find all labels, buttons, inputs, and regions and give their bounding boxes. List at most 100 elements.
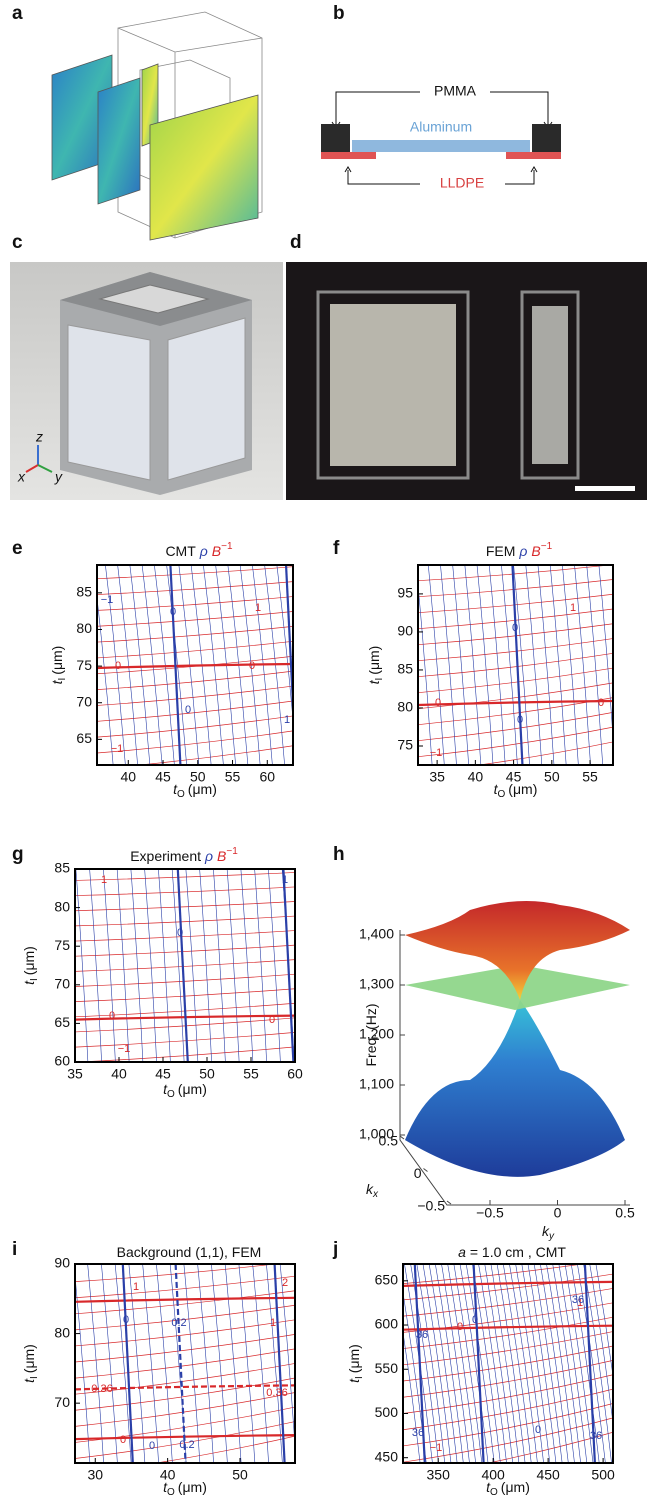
- panel-label: i: [12, 1239, 17, 1260]
- red-contour: [75, 1032, 295, 1047]
- panel-label: d: [290, 232, 302, 253]
- y-tick-label: 70: [76, 693, 92, 709]
- red-contour: [75, 902, 295, 911]
- panel-label: b: [333, 3, 345, 24]
- panel-label: e: [12, 538, 23, 559]
- kx-axis-label: kx: [366, 1181, 379, 1200]
- blue-contour: [268, 869, 280, 1062]
- y-tick-label: 95: [397, 585, 413, 601]
- blue-contour: [241, 869, 253, 1062]
- blue-contour: [156, 1264, 172, 1463]
- x-tick-label: 60: [259, 769, 275, 785]
- title-part: B: [531, 543, 540, 559]
- contour-lines: [93, 565, 297, 769]
- contour-label: 36: [572, 1294, 584, 1306]
- x-tick-label: 50: [544, 769, 560, 785]
- x-axis-unit: (μm): [178, 1479, 207, 1495]
- y-axis-label: tI(μm): [346, 1344, 365, 1383]
- contour-label: 1: [270, 1317, 276, 1329]
- x-tick-label: 40: [468, 769, 484, 785]
- contour-label: 0.36: [91, 1383, 112, 1395]
- blue-contour: [253, 1264, 269, 1463]
- contour-lines: [75, 869, 295, 1062]
- x-tick-label: 50: [199, 1066, 215, 1082]
- contour-label: 2: [282, 1277, 288, 1289]
- blue-contour: [547, 1264, 575, 1463]
- contour-label: 1: [570, 602, 576, 614]
- contour-label: 0.36: [266, 1387, 287, 1399]
- x-tick-label: 55: [243, 1066, 259, 1082]
- y-axis-unit: (μm): [366, 646, 382, 675]
- y-tick-label: 80: [397, 699, 413, 715]
- x-axis-unit: (μm): [501, 1479, 530, 1495]
- y-tick-label: 500: [375, 1404, 399, 1420]
- label-lldpe: LLDPE: [440, 175, 484, 191]
- y-axis-sub: I: [29, 978, 40, 981]
- red-contour: [75, 960, 295, 972]
- blue-contour-major: [512, 565, 522, 765]
- y-axis-sub: I: [29, 1376, 40, 1379]
- title-part: a: [458, 1244, 466, 1260]
- title-part: Background (1,1), FEM: [117, 1244, 262, 1260]
- contour-label: 0: [472, 1314, 478, 1326]
- y-tick-label: 650: [375, 1272, 399, 1288]
- contour-label: 36: [590, 1430, 602, 1442]
- title-part: = 1.0 cm , CMT: [470, 1244, 567, 1260]
- contour-label: 0: [598, 697, 604, 709]
- y-axis-unit: (μm): [49, 646, 65, 675]
- blue-contour: [76, 869, 88, 1062]
- x-axis-label: tO(μm): [173, 781, 217, 800]
- blue-contour: [448, 1264, 476, 1463]
- contour-label: 1: [133, 1281, 139, 1293]
- contour-label: −1: [430, 1442, 443, 1454]
- blue-contour: [213, 869, 225, 1062]
- x-axis-unit: (μm): [188, 781, 217, 797]
- chart-title: CMTρB−1: [165, 541, 233, 559]
- ky-tick-label: −0.5: [476, 1205, 504, 1221]
- title-part: ρ: [204, 848, 213, 864]
- label-aluminum: Aluminum: [410, 119, 472, 135]
- red-contour: [75, 1291, 295, 1314]
- y-tick-label: 70: [54, 976, 70, 992]
- y-tick-label: 450: [375, 1448, 399, 1464]
- kx-tick-label: 0: [414, 1165, 422, 1181]
- contour-label: 0: [115, 660, 121, 672]
- contour-label: 36: [416, 1329, 428, 1341]
- model-3d: [52, 12, 262, 240]
- title-exponent: −1: [226, 846, 238, 857]
- blue-contour: [528, 1264, 556, 1463]
- chart-title: Background (1,1), FEM: [117, 1244, 262, 1260]
- y-axis-sub: I: [57, 678, 68, 681]
- z-axis-text: Freq. (Hz): [363, 1004, 379, 1067]
- red-contour: [75, 887, 295, 896]
- red-contour: [418, 727, 613, 757]
- chart-title: ExperimentρB−1: [130, 846, 238, 864]
- z-tick-label: 1,100: [359, 1076, 394, 1092]
- contour-label: −1: [430, 747, 443, 759]
- panel-label: f: [333, 538, 340, 559]
- contour-label: 1: [284, 714, 290, 726]
- title-part: Experiment: [130, 848, 201, 864]
- kx-tick: [447, 1201, 451, 1204]
- blue-contour: [550, 565, 566, 765]
- blue-contour: [497, 1264, 525, 1463]
- chart-title: FEMρB−1: [486, 541, 553, 559]
- y-tick-label: 80: [54, 898, 70, 914]
- red-contour: [75, 1393, 295, 1427]
- y-axis-label: tI(μm): [366, 646, 385, 685]
- z-tick-label: 1,400: [359, 926, 394, 942]
- panel-label: j: [332, 1239, 338, 1260]
- title-part: ρ: [199, 543, 208, 559]
- x-axis-sub: O: [498, 789, 506, 800]
- red-contour-major: [403, 1282, 613, 1286]
- y-tick-label: 90: [397, 623, 413, 639]
- x-axis-sub: O: [167, 1089, 175, 1100]
- red-contour: [97, 671, 293, 689]
- kx-tick: [400, 1136, 404, 1139]
- x-axis-sub: O: [490, 1487, 498, 1498]
- x-tick-label: 350: [427, 1467, 451, 1483]
- layer-diagram: [321, 92, 561, 184]
- blue-contour: [239, 1264, 255, 1463]
- contour-label: 0: [535, 1424, 541, 1436]
- y-axis-sub: I: [374, 678, 385, 681]
